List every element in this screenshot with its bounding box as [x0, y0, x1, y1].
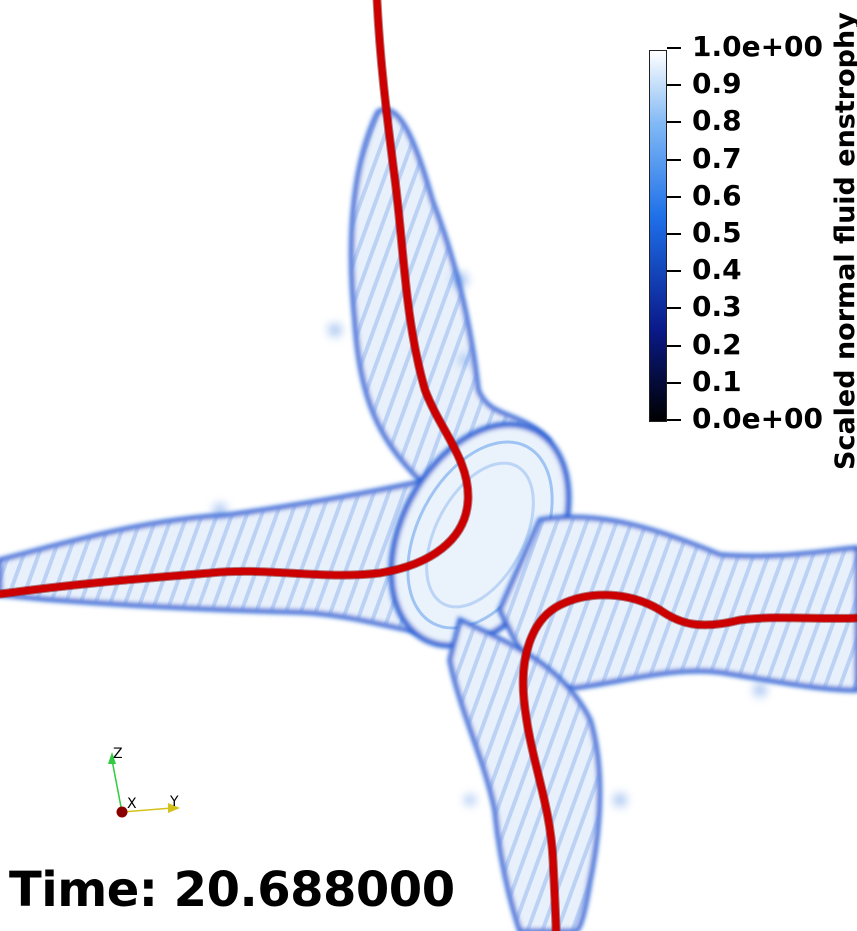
colorbar-tick-mark: [667, 84, 681, 87]
colorbar-tick-mark: [667, 233, 681, 235]
colorbar-tick-label: 0.1: [692, 364, 742, 398]
colorbar-tick-mark: [667, 419, 681, 421]
colorbar-title: Scaled normal fluid enstrophy: [830, 12, 857, 470]
colorbar-tick-mark: [667, 307, 681, 310]
colorbar-tick-mark: [667, 270, 681, 273]
axis-z-label: Z: [113, 746, 123, 762]
colorbar-tick-label: 0.2: [692, 327, 742, 361]
enstrophy-volume: [0, 107, 857, 931]
colorbar-tick-mark: [667, 195, 681, 198]
axis-y-label: Y: [170, 794, 179, 810]
orientation-axes: [108, 752, 180, 818]
colorbar-tick-mark: [667, 121, 681, 124]
colorbar-tick-label: 0.9: [692, 67, 742, 101]
colorbar-tick-mark: [667, 344, 681, 347]
colorbar-tick-label: 1.0e+00: [692, 30, 824, 63]
colorbar-tick-label: 0.4: [692, 253, 742, 287]
colorbar-tick-label: 0.0e+00: [692, 402, 824, 435]
colorbar-tick-label: 0.8: [692, 104, 742, 138]
colorbar: [649, 50, 667, 422]
axis-x-label: X: [127, 796, 137, 812]
colorbar-tick-label: 0.3: [692, 290, 742, 324]
time-annotation: Time: 20.688000: [9, 862, 455, 918]
colorbar-tick-mark: [667, 47, 681, 49]
colorbar-tick-label: 0.6: [692, 178, 742, 212]
colorbar-tick-label: 0.5: [692, 216, 742, 249]
colorbar-tick-label: 0.7: [692, 141, 742, 175]
colorbar-tick-mark: [667, 158, 681, 161]
colorbar-tick-mark: [667, 381, 681, 384]
